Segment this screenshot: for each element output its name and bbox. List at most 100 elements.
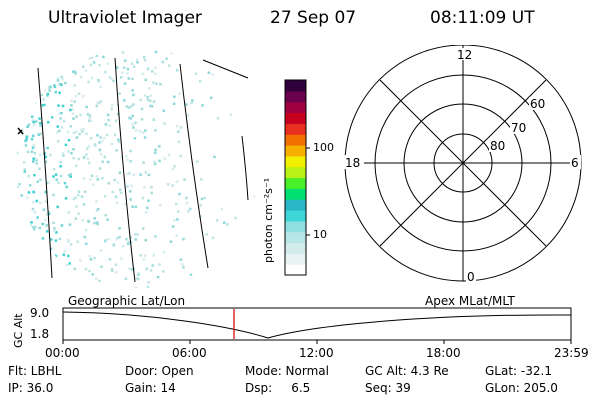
emission-pixel bbox=[113, 133, 117, 136]
emission-pixel bbox=[52, 221, 55, 225]
emission-pixel bbox=[107, 237, 111, 241]
emission-pixel bbox=[63, 181, 67, 185]
emission-pixel bbox=[33, 57, 36, 61]
emission-pixel bbox=[25, 135, 29, 138]
emission-pixel bbox=[38, 167, 41, 170]
emission-pixel bbox=[132, 65, 136, 68]
emission-pixel bbox=[148, 87, 151, 90]
emission-pixel bbox=[146, 206, 149, 210]
emission-pixel bbox=[70, 99, 73, 102]
emission-pixel bbox=[12, 136, 15, 139]
emission-pixel bbox=[175, 69, 179, 72]
emission-pixel bbox=[43, 103, 46, 107]
emission-pixel bbox=[16, 65, 17, 69]
colorbar-step bbox=[285, 177, 306, 189]
emission-pixel bbox=[155, 82, 158, 85]
emission-pixel bbox=[23, 71, 26, 74]
emission-pixel bbox=[49, 85, 52, 89]
emission-pixel bbox=[74, 71, 77, 74]
emission-pixel bbox=[226, 223, 229, 226]
emission-pixel bbox=[54, 173, 58, 176]
emission-pixel bbox=[54, 254, 58, 258]
emission-pixel bbox=[177, 130, 180, 133]
lat-label-70: 70 bbox=[511, 121, 526, 135]
geographic-grid bbox=[37, 57, 249, 283]
emission-pixel bbox=[70, 152, 73, 155]
emission-pixel bbox=[154, 50, 158, 54]
emission-pixel bbox=[11, 53, 14, 56]
emission-pixel bbox=[56, 131, 59, 134]
emission-pixel bbox=[58, 60, 61, 63]
emission-pixel bbox=[22, 50, 25, 54]
emission-pixel bbox=[16, 204, 19, 208]
emission-pixel bbox=[144, 211, 148, 214]
emission-pixel bbox=[219, 58, 223, 62]
emission-pixel bbox=[74, 217, 77, 220]
emission-pixel bbox=[19, 98, 22, 101]
emission-pixel bbox=[159, 204, 162, 207]
emission-pixel bbox=[46, 146, 49, 150]
emission-pixel bbox=[42, 286, 45, 288]
emission-pixel bbox=[142, 55, 146, 59]
emission-pixel bbox=[108, 258, 112, 261]
emission-pixel bbox=[74, 94, 78, 98]
emission-pixel bbox=[106, 113, 110, 117]
emission-pixel bbox=[98, 167, 102, 170]
emission-pixel bbox=[143, 59, 147, 62]
emission-pixel bbox=[11, 66, 14, 69]
emission-pixel bbox=[77, 190, 81, 193]
emission-pixel bbox=[13, 246, 16, 249]
emission-pixel bbox=[98, 80, 101, 83]
emission-pixel bbox=[113, 178, 116, 182]
emission-pixel bbox=[173, 50, 177, 54]
emission-pixel bbox=[72, 197, 76, 201]
emission-pixel bbox=[198, 79, 202, 83]
emission-pixel bbox=[31, 119, 34, 122]
emission-pixel bbox=[33, 82, 36, 85]
emission-pixel bbox=[139, 254, 142, 257]
emission-pixel bbox=[81, 219, 85, 222]
emission-pixel bbox=[19, 68, 22, 71]
emission-pixel bbox=[30, 137, 34, 141]
emission-pixel bbox=[200, 178, 203, 181]
emission-pixel bbox=[106, 160, 110, 164]
emission-pixel bbox=[48, 83, 51, 87]
emission-pixel bbox=[16, 255, 18, 258]
emission-pixel bbox=[24, 52, 27, 55]
emission-pixel bbox=[72, 156, 75, 160]
emission-pixel bbox=[131, 123, 134, 126]
emission-pixel bbox=[185, 196, 188, 200]
apex-label: Apex MLat/MLT bbox=[425, 294, 515, 308]
emission-pixel bbox=[96, 208, 100, 211]
emission-pixel bbox=[52, 193, 55, 197]
emission-pixel bbox=[28, 227, 32, 231]
emission-pixel bbox=[41, 104, 45, 107]
emission-pixel bbox=[12, 135, 15, 138]
emission-pixel bbox=[16, 185, 19, 189]
emission-pixel bbox=[23, 226, 27, 229]
emission-pixel bbox=[39, 201, 42, 205]
emission-pixel bbox=[163, 251, 166, 254]
emission-pixel bbox=[102, 136, 106, 140]
emission-pixel bbox=[33, 151, 37, 155]
emission-pixel bbox=[112, 244, 116, 247]
emission-pixel bbox=[119, 76, 123, 79]
emission-pixel bbox=[77, 92, 81, 95]
emission-pixel bbox=[104, 213, 107, 217]
colorbar-step bbox=[285, 123, 306, 135]
emission-pixel bbox=[16, 270, 19, 273]
emission-pixel bbox=[43, 278, 46, 281]
emission-pixel bbox=[213, 155, 216, 159]
emission-pixel bbox=[54, 90, 57, 94]
emission-pixel bbox=[110, 107, 113, 111]
emission-pixel bbox=[42, 255, 46, 259]
emission-pixel bbox=[49, 287, 52, 288]
emission-pixel bbox=[16, 221, 20, 224]
emission-pixel bbox=[79, 50, 82, 53]
emission-pixel bbox=[96, 102, 99, 105]
emission-pixel bbox=[91, 273, 94, 276]
emission-pixel bbox=[142, 227, 145, 230]
emission-pixel bbox=[162, 109, 165, 112]
emission-pixel bbox=[201, 104, 204, 107]
emission-pixel bbox=[11, 165, 14, 168]
